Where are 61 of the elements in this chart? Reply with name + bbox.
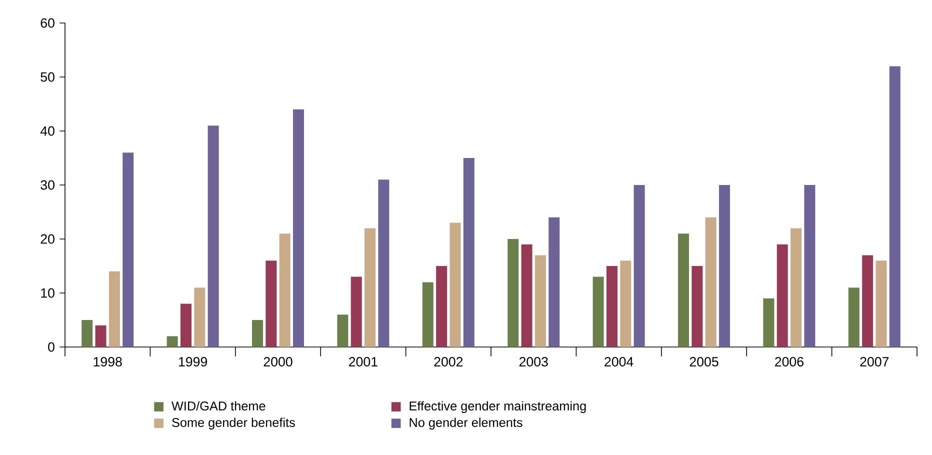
x-tick-label: 2003 [519, 357, 548, 366]
y-tick-label: 10 [41, 288, 54, 298]
x-tick-label: 1998 [94, 357, 122, 366]
bar [804, 185, 816, 347]
bar [534, 255, 546, 347]
x-tick-label: 2007 [860, 357, 889, 366]
bar [422, 282, 434, 347]
x-tick-label: 2006 [775, 357, 804, 366]
bar [194, 288, 206, 347]
legend-label: No gender elements [410, 418, 522, 430]
bar [719, 185, 730, 347]
bar [166, 336, 178, 347]
bar [848, 288, 860, 347]
bar [364, 228, 376, 347]
bar [763, 298, 774, 347]
bar [266, 260, 277, 347]
y-tick-label: 40 [40, 126, 54, 136]
bar [876, 260, 887, 347]
bar [548, 217, 560, 347]
bar [450, 222, 461, 347]
bar [82, 320, 93, 347]
bar [95, 325, 106, 347]
bar [180, 304, 192, 347]
bar [293, 109, 304, 347]
bar [862, 255, 874, 347]
y-tick-label: 50 [40, 72, 54, 82]
bar [606, 266, 618, 347]
bar [350, 276, 362, 347]
bar [436, 266, 448, 347]
bar [705, 217, 716, 347]
bar [592, 276, 604, 347]
y-tick-label: 20 [40, 234, 54, 244]
legend-label: WID/GAD theme [172, 401, 266, 411]
x-tick-label: 2002 [434, 357, 463, 366]
bar [252, 320, 264, 347]
bar [889, 66, 900, 347]
bar [108, 271, 120, 347]
y-tick-label: 60 [40, 18, 54, 28]
bar [776, 244, 788, 347]
y-tick-label: 30 [40, 180, 54, 190]
bar [521, 244, 532, 347]
bar [463, 158, 474, 347]
bar [634, 185, 645, 347]
x-tick-label: 1999 [179, 357, 208, 366]
bar [208, 126, 219, 347]
x-tick-label: 2004 [604, 357, 634, 366]
bar [122, 152, 134, 347]
legend-label: Some gender benefits [172, 418, 295, 430]
bar [620, 260, 632, 347]
bar [692, 266, 703, 347]
bar [279, 234, 290, 347]
bar [508, 239, 519, 347]
bar [378, 180, 390, 347]
bar [678, 234, 690, 347]
x-tick-label: 2005 [690, 357, 718, 366]
x-tick-label: 2000 [264, 357, 292, 366]
bar [337, 314, 348, 347]
y-tick-label: 0 [48, 342, 54, 352]
x-tick-label: 2001 [349, 357, 378, 366]
bar [790, 228, 802, 347]
legend-label: Effective gender mainstreaming [410, 401, 586, 414]
